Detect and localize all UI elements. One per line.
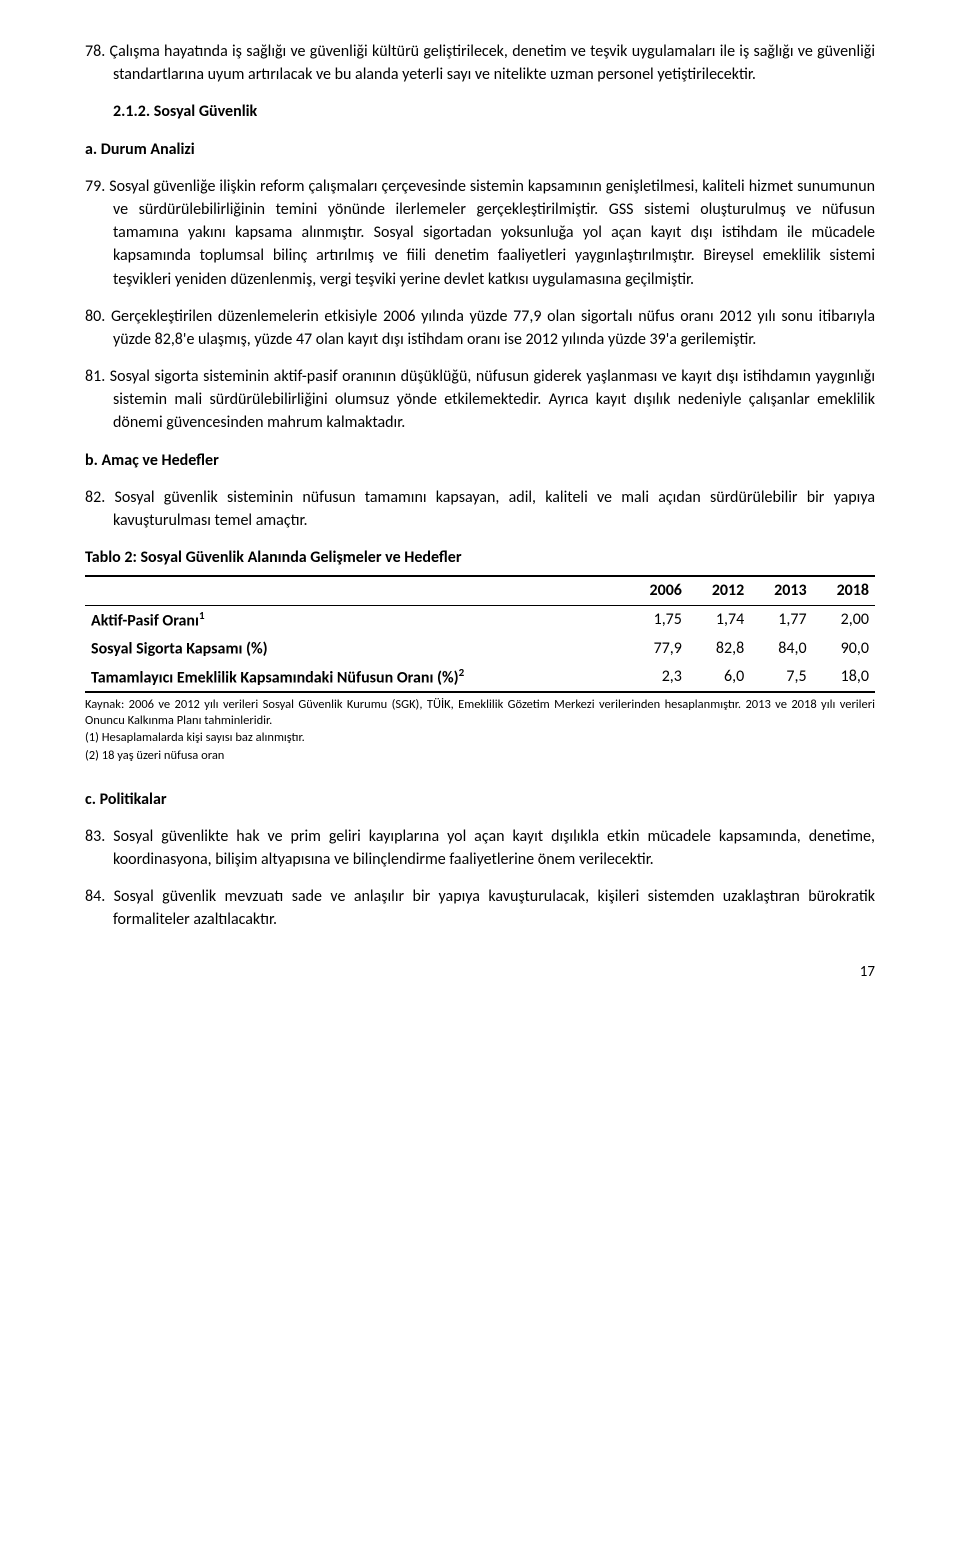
table-header-cell: 2006 xyxy=(626,576,688,605)
para-text: Sosyal güvenlik sisteminin nüfusun tamam… xyxy=(113,488,875,530)
para-text: Sosyal sigorta sisteminin aktif-pasif or… xyxy=(110,367,875,432)
table-cell-label: Aktif-Pasif Oranı1 xyxy=(85,605,626,634)
paragraph-82: 82. Sosyal güvenlik sisteminin nüfusun t… xyxy=(85,486,875,532)
data-table: 2006 2012 2013 2018 Aktif-Pasif Oranı1 1… xyxy=(85,575,875,693)
para-text: Gerçekleştirilen düzenlemelerin etkisiyl… xyxy=(111,307,875,349)
table-cell: 1,77 xyxy=(750,605,812,634)
heading-a: a. Durum Analizi xyxy=(85,138,875,161)
para-num: 78. xyxy=(85,42,105,61)
table-cell: 90,0 xyxy=(813,634,875,663)
table-cell: 2,3 xyxy=(626,663,688,693)
table-cell: 7,5 xyxy=(750,663,812,693)
para-text: Sosyal güvenlikte hak ve prim geliri kay… xyxy=(113,827,875,869)
table-header-cell: 2013 xyxy=(750,576,812,605)
paragraph-83: 83. Sosyal güvenlikte hak ve prim geliri… xyxy=(85,825,875,871)
table-source-note: Kaynak: 2006 ve 2012 yılı verileri Sosya… xyxy=(85,697,875,728)
table-row: Sosyal Sigorta Kapsamı (%) 77,9 82,8 84,… xyxy=(85,634,875,663)
para-num: 83. xyxy=(85,827,105,846)
table-cell: 2,00 xyxy=(813,605,875,634)
para-num: 82. xyxy=(85,488,105,507)
table-row: Tamamlayıcı Emeklilik Kapsamındaki Nüfus… xyxy=(85,663,875,693)
table-cell-label: Sosyal Sigorta Kapsamı (%) xyxy=(85,634,626,663)
table-header-row: 2006 2012 2013 2018 xyxy=(85,576,875,605)
table-cell: 82,8 xyxy=(688,634,750,663)
table-footnote-1: (1) Hesaplamalarda kişi sayısı baz alınm… xyxy=(85,730,875,746)
para-num: 80. xyxy=(85,307,105,326)
para-text: Sosyal güvenlik mevzuatı sade ve anlaşıl… xyxy=(113,887,875,929)
table-cell: 1,74 xyxy=(688,605,750,634)
table-cell: 1,75 xyxy=(626,605,688,634)
para-text: Çalışma hayatında iş sağlığı ve güvenliğ… xyxy=(110,42,875,84)
table-footnote-2: (2) 18 yaş üzeri nüfusa oran xyxy=(85,748,875,764)
table-cell: 77,9 xyxy=(626,634,688,663)
para-num: 79. xyxy=(85,177,105,196)
paragraph-78: 78. Çalışma hayatında iş sağlığı ve güve… xyxy=(85,40,875,86)
table-cell: 18,0 xyxy=(813,663,875,693)
heading-c: c. Politikalar xyxy=(85,788,875,811)
table-title: Tablo 2: Sosyal Güvenlik Alanında Gelişm… xyxy=(85,546,875,569)
paragraph-84: 84. Sosyal güvenlik mevzuatı sade ve anl… xyxy=(85,885,875,931)
paragraph-81: 81. Sosyal sigorta sisteminin aktif-pasi… xyxy=(85,365,875,435)
page-number: 17 xyxy=(85,962,875,984)
paragraph-79: 79. Sosyal güvenliğe ilişkin reform çalı… xyxy=(85,175,875,291)
table-header-cell: 2012 xyxy=(688,576,750,605)
paragraph-80: 80. Gerçekleştirilen düzenlemelerin etki… xyxy=(85,305,875,351)
para-text: Sosyal güvenliğe ilişkin reform çalışmal… xyxy=(109,177,875,289)
table-header-cell xyxy=(85,576,626,605)
table-header-cell: 2018 xyxy=(813,576,875,605)
heading-b: b. Amaç ve Hedefler xyxy=(85,449,875,472)
heading-2-1-2: 2.1.2. Sosyal Güvenlik xyxy=(85,100,875,123)
table-cell-label: Tamamlayıcı Emeklilik Kapsamındaki Nüfus… xyxy=(85,663,626,693)
para-num: 84. xyxy=(85,887,105,906)
table-cell: 6,0 xyxy=(688,663,750,693)
para-num: 81. xyxy=(85,367,105,386)
table-cell: 84,0 xyxy=(750,634,812,663)
table-row: Aktif-Pasif Oranı1 1,75 1,74 1,77 2,00 xyxy=(85,605,875,634)
